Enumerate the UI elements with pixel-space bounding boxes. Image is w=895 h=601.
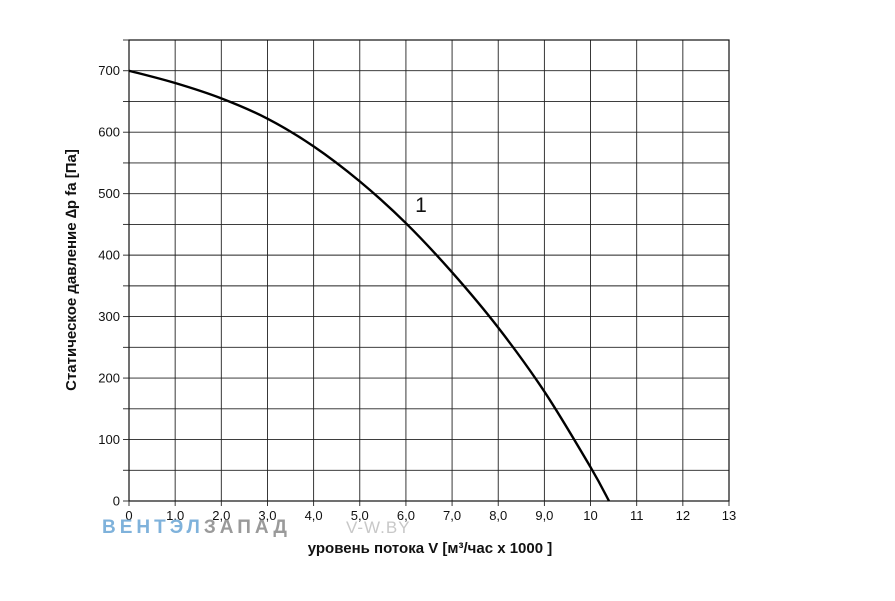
y-tick-label: 500	[98, 186, 120, 201]
y-tick-label: 400	[98, 248, 120, 263]
x-tick-label: 7,0	[443, 508, 461, 523]
x-tick-label: 6,0	[397, 508, 415, 523]
y-tick-label: 0	[113, 494, 120, 509]
y-tick-label: 600	[98, 125, 120, 140]
plot-frame	[128, 39, 730, 502]
x-tick-label: 1,0	[166, 508, 184, 523]
series-line-1	[128, 69, 611, 502]
series-layer	[128, 69, 611, 502]
x-tick-label: 4,0	[305, 508, 323, 523]
y-tick-label: 700	[98, 63, 120, 78]
x-tick-label: 3,0	[258, 508, 276, 523]
x-tick-label: 11	[630, 508, 644, 523]
x-tick-label: 9,0	[535, 508, 553, 523]
y-axis-title: Статическое давление ∆p fa [Па]	[63, 149, 80, 391]
grid	[128, 39, 730, 502]
y-tick-label: 200	[98, 371, 120, 386]
x-tick-label: 12	[676, 508, 690, 523]
x-tick-label: 5,0	[351, 508, 369, 523]
x-tick-label: 0	[125, 508, 132, 523]
watermark-site: V-W.BY	[346, 518, 411, 537]
watermark-brand-part1: ВЕНТЭЛ	[102, 517, 204, 538]
y-tick-label: 100	[98, 432, 120, 447]
x-tick-label: 2,0	[212, 508, 230, 523]
watermark: ВЕНТЭЛЗАПАД	[102, 517, 291, 538]
x-axis-title: уровень потока V [м³/час х 1000 ]	[308, 540, 553, 557]
series-label-1: 1	[415, 194, 427, 217]
x-tick-label: 8,0	[489, 508, 507, 523]
x-tick-label: 13	[722, 508, 736, 523]
watermark-brand-part2: ЗАПАД	[204, 517, 291, 538]
axis-ticks: 0 1,0 2,0 3,0 4,0 5,0 6,0 7,0 8,0 9,0 10 11 12 13 0 100…	[98, 39, 736, 523]
y-tick-label: 300	[98, 309, 120, 324]
x-tick-label: 10	[583, 508, 597, 523]
